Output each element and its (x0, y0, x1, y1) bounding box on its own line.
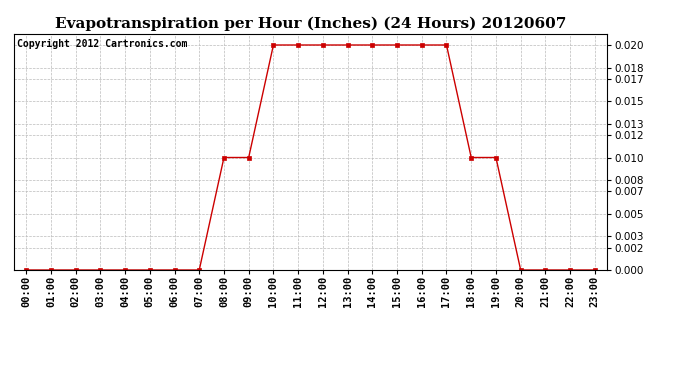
Title: Evapotranspiration per Hour (Inches) (24 Hours) 20120607: Evapotranspiration per Hour (Inches) (24… (55, 17, 566, 31)
Text: Copyright 2012 Cartronics.com: Copyright 2012 Cartronics.com (17, 39, 187, 48)
